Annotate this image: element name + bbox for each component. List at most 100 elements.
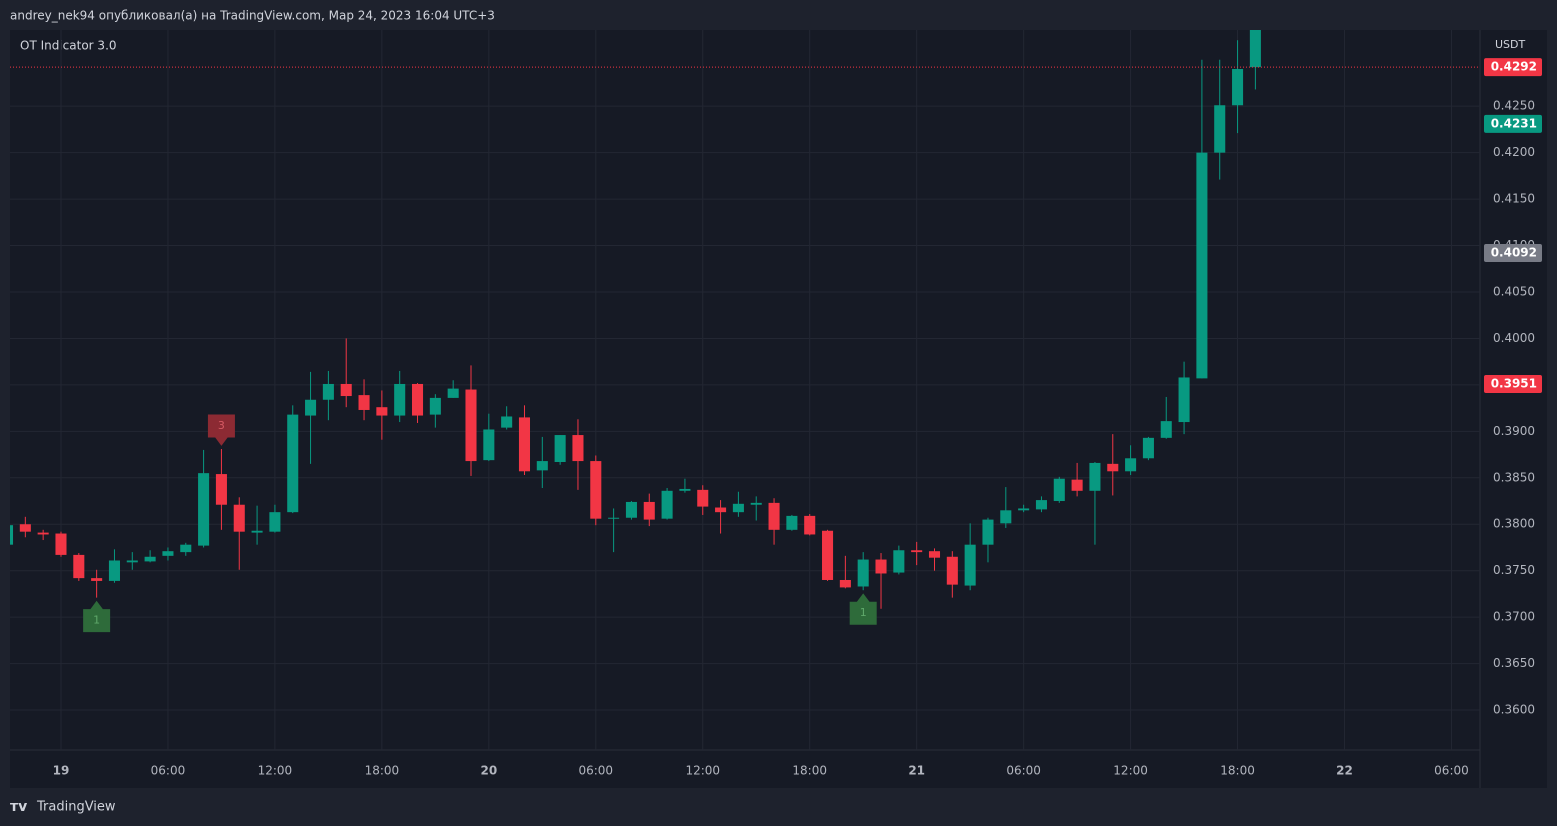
- candle-body: [233, 504, 245, 532]
- price-label: 0.3951: [1491, 376, 1537, 390]
- candle-body: [768, 502, 780, 530]
- candles: 1 3 1: [10, 30, 1261, 633]
- candle-body: [697, 489, 709, 507]
- candle-body: [928, 551, 941, 558]
- candle-body: [572, 435, 584, 462]
- candle-body: [1035, 500, 1047, 510]
- y-tick-label: 0.4050: [1493, 284, 1535, 298]
- candle-body: [1249, 30, 1261, 68]
- signal-label: 1: [93, 614, 100, 627]
- signal-marker: [849, 593, 877, 625]
- price-label-box: [1484, 114, 1542, 133]
- candle-body: [608, 517, 620, 519]
- logo: ᴛᴠ: [10, 799, 27, 815]
- candle-body: [590, 461, 602, 519]
- candle-body: [554, 435, 566, 462]
- x-tick-label: 22: [1336, 764, 1353, 778]
- candle-body: [857, 559, 869, 587]
- x-tick-label: 21: [908, 764, 925, 778]
- candle-body: [55, 533, 67, 555]
- grid: [10, 30, 1480, 750]
- candle-body: [1125, 458, 1137, 472]
- price-label: 0.4231: [1491, 116, 1537, 130]
- x-tick-label: 18:00: [1220, 764, 1255, 778]
- signal-marker: [207, 414, 235, 446]
- candle-body: [411, 383, 424, 416]
- y-tick-label: 0.3750: [1493, 563, 1535, 577]
- indicator-title: OT Indicator 3.0: [20, 39, 117, 53]
- candle-body: [10, 525, 14, 545]
- y-tick-label: 0.4000: [1493, 331, 1535, 345]
- candle-body: [1018, 508, 1030, 511]
- y-tick-label: 0.3700: [1493, 610, 1535, 624]
- y-tick-label: 0.4150: [1493, 192, 1535, 206]
- candle-body: [1160, 421, 1172, 438]
- candle-body: [804, 515, 816, 535]
- price-label-box: [1484, 243, 1542, 262]
- signal-label: 3: [218, 419, 225, 432]
- candle-body: [251, 530, 263, 533]
- price-label-box: [1484, 58, 1542, 77]
- x-tick-label: 06:00: [1006, 764, 1041, 778]
- price-label-box: [1484, 374, 1542, 393]
- candle-body: [108, 560, 120, 581]
- candle-body: [465, 389, 477, 462]
- candle-body: [679, 488, 691, 491]
- candle-body: [501, 416, 513, 428]
- candle-body: [893, 550, 905, 573]
- candle-body: [1107, 463, 1119, 472]
- candle-body: [1196, 152, 1208, 379]
- candle-body: [340, 383, 352, 397]
- y-tick-label: 0.3650: [1493, 656, 1535, 670]
- candle-body: [144, 556, 156, 562]
- x-tick-label: 20: [480, 764, 497, 778]
- candle-body: [643, 501, 655, 520]
- candle-body: [661, 490, 673, 519]
- candle-body: [447, 388, 459, 398]
- candle-body: [19, 524, 31, 532]
- price-label: 0.4292: [1491, 60, 1537, 74]
- candle-body: [269, 512, 281, 532]
- axes: 0.3600 0.3650 0.3700 0.3750 0.3800 0.3850 0.39…: [10, 58, 1542, 778]
- candle-body: [73, 554, 85, 579]
- candle-body: [358, 395, 370, 410]
- candle-body: [287, 414, 299, 513]
- candle-body: [483, 429, 495, 461]
- candle-body: [786, 515, 798, 530]
- candle-body: [429, 397, 441, 415]
- svg-text:ᴛᴠ: ᴛᴠ: [10, 799, 27, 815]
- candle-body: [322, 383, 334, 400]
- candle-body: [91, 578, 103, 581]
- candle-body: [394, 383, 406, 416]
- y-tick-label: 0.3800: [1493, 517, 1535, 531]
- candle-body: [946, 556, 958, 585]
- signal-label: 1: [860, 606, 867, 619]
- candle-body: [750, 502, 762, 505]
- x-tick-label: 12:00: [1113, 764, 1148, 778]
- candle-body: [1214, 105, 1226, 153]
- candle-body: [625, 501, 637, 518]
- x-tick-label: 12:00: [685, 764, 720, 778]
- candle-body: [822, 530, 834, 580]
- x-tick-label: 12:00: [258, 764, 293, 778]
- candle-body: [964, 544, 976, 586]
- x-tick-label: 19: [53, 764, 70, 778]
- candle-body: [982, 519, 994, 545]
- candle-body: [1053, 478, 1065, 502]
- candle-body: [215, 474, 227, 505]
- y-tick-label: 0.4200: [1493, 145, 1535, 159]
- price-label: 0.4092: [1491, 245, 1537, 259]
- candle-body: [1000, 510, 1012, 524]
- signal-marker: [83, 600, 111, 633]
- candle-body: [715, 507, 727, 513]
- x-tick-label: 06:00: [578, 764, 613, 778]
- brand: TradingView: [36, 800, 116, 815]
- candle-body: [839, 579, 851, 588]
- candle-body: [1142, 437, 1154, 459]
- candle-body: [180, 544, 192, 553]
- x-tick-label: 06:00: [1434, 764, 1469, 778]
- candle-body: [1089, 462, 1101, 491]
- y-tick-label: 0.3850: [1493, 470, 1535, 484]
